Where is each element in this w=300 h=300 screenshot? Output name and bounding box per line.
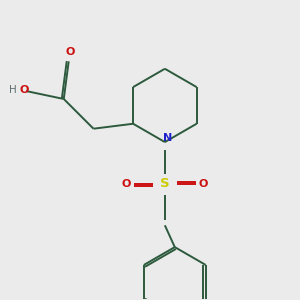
Text: O: O: [65, 47, 74, 57]
Text: O: O: [122, 179, 131, 189]
Text: O: O: [20, 85, 29, 95]
Text: N: N: [163, 133, 172, 143]
Text: H: H: [9, 85, 17, 95]
Text: S: S: [160, 177, 170, 190]
Text: O: O: [199, 179, 208, 189]
